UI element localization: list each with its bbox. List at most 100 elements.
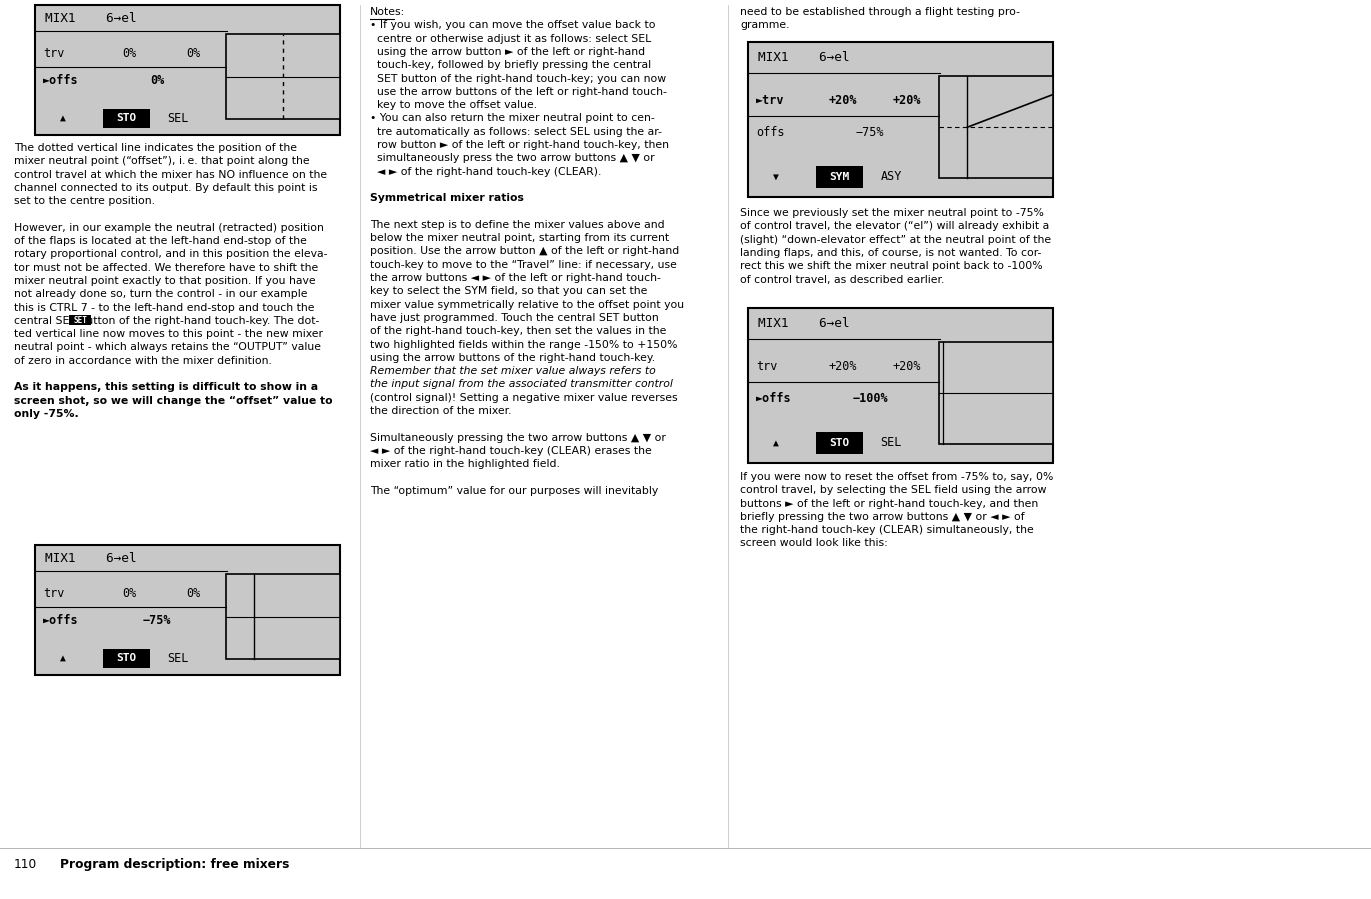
Text: briefly pressing the two arrow buttons ▲ ▼ or ◄ ► of: briefly pressing the two arrow buttons ▲… bbox=[740, 512, 1024, 522]
Text: need to be established through a flight testing pro-: need to be established through a flight … bbox=[740, 7, 1020, 17]
Text: key to select the SYM field, so that you can set the: key to select the SYM field, so that you… bbox=[370, 286, 647, 297]
Bar bbox=[226, 33, 340, 120]
Text: the direction of the mixer.: the direction of the mixer. bbox=[370, 406, 511, 416]
Text: the input signal from the associated transmitter control: the input signal from the associated tra… bbox=[370, 379, 673, 389]
Text: using the arrow buttons of the right-hand touch-key.: using the arrow buttons of the right-han… bbox=[370, 352, 655, 363]
Text: ►trv: ►trv bbox=[755, 93, 784, 107]
Text: SET: SET bbox=[73, 316, 86, 325]
Text: 0%: 0% bbox=[122, 48, 137, 60]
Text: 0%: 0% bbox=[149, 74, 165, 87]
Text: mixer neutral point exactly to that position. If you have: mixer neutral point exactly to that posi… bbox=[14, 276, 315, 286]
Text: central SET button of the right-hand touch-key. The dot-: central SET button of the right-hand tou… bbox=[14, 316, 319, 326]
Text: • You can also return the mixer neutral point to cen-: • You can also return the mixer neutral … bbox=[370, 113, 655, 123]
Text: ◄ ► of the right-hand touch-key (CLEAR).: ◄ ► of the right-hand touch-key (CLEAR). bbox=[370, 166, 602, 176]
Text: of the right-hand touch-key, then set the values in the: of the right-hand touch-key, then set th… bbox=[370, 326, 666, 336]
Text: STO: STO bbox=[117, 113, 137, 123]
Text: Since we previously set the mixer neutral point to -75%: Since we previously set the mixer neutra… bbox=[740, 208, 1043, 218]
Text: 0%: 0% bbox=[186, 48, 200, 60]
Text: have just programmed. Touch the central SET button: have just programmed. Touch the central … bbox=[370, 313, 658, 323]
Text: centre or otherwise adjust it as follows: select SEL: centre or otherwise adjust it as follows… bbox=[370, 33, 651, 43]
Text: SYM: SYM bbox=[829, 172, 850, 182]
Text: ▲: ▲ bbox=[59, 113, 66, 123]
Bar bbox=[226, 574, 340, 659]
Text: ▲: ▲ bbox=[772, 438, 779, 448]
Text: tor must not be affected. We therefore have to shift the: tor must not be affected. We therefore h… bbox=[14, 263, 318, 272]
Text: touch-key, followed by briefly pressing the central: touch-key, followed by briefly pressing … bbox=[370, 60, 651, 70]
Text: only -75%.: only -75%. bbox=[14, 409, 78, 419]
Text: position. Use the arrow button ▲ of the left or right-hand: position. Use the arrow button ▲ of the … bbox=[370, 246, 679, 256]
Bar bbox=[103, 649, 151, 668]
Text: The “optimum” value for our purposes will inevitably: The “optimum” value for our purposes wil… bbox=[370, 485, 658, 496]
Text: (slight) “down-elevator effect” at the neutral point of the: (slight) “down-elevator effect” at the n… bbox=[740, 235, 1052, 245]
Bar bbox=[749, 308, 1053, 463]
Text: 0%: 0% bbox=[122, 587, 137, 601]
Text: ►offs: ►offs bbox=[755, 392, 791, 405]
Text: +20%: +20% bbox=[893, 93, 921, 107]
Text: mixer value symmetrically relative to the offset point you: mixer value symmetrically relative to th… bbox=[370, 299, 684, 309]
Text: mixer neutral point (“offset”), i. e. that point along the: mixer neutral point (“offset”), i. e. th… bbox=[14, 156, 310, 166]
Text: control travel, by selecting the SEL field using the arrow: control travel, by selecting the SEL fie… bbox=[740, 485, 1046, 495]
Text: SEL: SEL bbox=[880, 436, 902, 450]
Text: rect this we shift the mixer neutral point back to -100%: rect this we shift the mixer neutral poi… bbox=[740, 262, 1042, 271]
Text: not already done so, turn the control - in our example: not already done so, turn the control - … bbox=[14, 289, 307, 299]
Text: −75%: −75% bbox=[856, 126, 884, 138]
Text: mixer ratio in the highlighted field.: mixer ratio in the highlighted field. bbox=[370, 459, 559, 469]
Text: If you were now to reset the offset from -75% to, say, 0%: If you were now to reset the offset from… bbox=[740, 472, 1053, 482]
Text: trv: trv bbox=[43, 48, 64, 60]
Bar bbox=[69, 316, 90, 325]
Text: screen would look like this:: screen would look like this: bbox=[740, 539, 888, 548]
Text: ASY: ASY bbox=[880, 170, 902, 183]
Text: touch-key to move to the “Travel” line: if necessary, use: touch-key to move to the “Travel” line: … bbox=[370, 260, 677, 270]
Text: MIX1    6→el: MIX1 6→el bbox=[758, 317, 850, 330]
Text: ▼: ▼ bbox=[772, 172, 779, 182]
Text: trv: trv bbox=[755, 360, 777, 372]
Text: ◄ ► of the right-hand touch-key (CLEAR) erases the: ◄ ► of the right-hand touch-key (CLEAR) … bbox=[370, 446, 651, 456]
Bar bbox=[939, 343, 1053, 444]
Text: Program description: free mixers: Program description: free mixers bbox=[60, 858, 289, 871]
Text: STO: STO bbox=[117, 653, 137, 663]
Text: this is CTRL 7 - to the left-hand end-stop and touch the: this is CTRL 7 - to the left-hand end-st… bbox=[14, 303, 314, 313]
Text: rotary proportional control, and in this position the eleva-: rotary proportional control, and in this… bbox=[14, 249, 328, 260]
Text: However, in our example the neutral (retracted) position: However, in our example the neutral (ret… bbox=[14, 223, 324, 233]
Text: screen shot, so we will change the “offset” value to: screen shot, so we will change the “offs… bbox=[14, 396, 333, 405]
Text: of the flaps is located at the left-hand end-stop of the: of the flaps is located at the left-hand… bbox=[14, 236, 307, 246]
Bar bbox=[816, 432, 864, 454]
Text: buttons ► of the left or right-hand touch-key, and then: buttons ► of the left or right-hand touc… bbox=[740, 499, 1038, 509]
Text: Simultaneously pressing the two arrow buttons ▲ ▼ or: Simultaneously pressing the two arrow bu… bbox=[370, 432, 666, 442]
Text: 0%: 0% bbox=[186, 587, 200, 601]
Text: gramme.: gramme. bbox=[740, 21, 790, 31]
Text: As it happens, this setting is difficult to show in a: As it happens, this setting is difficult… bbox=[14, 382, 318, 392]
Text: ted vertical line now moves to this point - the new mixer: ted vertical line now moves to this poin… bbox=[14, 329, 324, 339]
Text: tre automatically as follows: select SEL using the ar-: tre automatically as follows: select SEL… bbox=[370, 127, 662, 137]
Text: (control signal)! Setting a negative mixer value reverses: (control signal)! Setting a negative mix… bbox=[370, 393, 677, 403]
Text: Notes:: Notes: bbox=[370, 7, 406, 17]
Bar bbox=[103, 109, 151, 128]
Text: MIX1    6→el: MIX1 6→el bbox=[758, 51, 850, 64]
Text: ►offs: ►offs bbox=[43, 614, 78, 628]
Text: trv: trv bbox=[43, 587, 64, 601]
Text: 110: 110 bbox=[14, 858, 37, 871]
Text: below the mixer neutral point, starting from its current: below the mixer neutral point, starting … bbox=[370, 233, 669, 243]
Text: offs: offs bbox=[755, 126, 784, 138]
Text: STO: STO bbox=[829, 438, 850, 448]
Text: of control travel, as described earlier.: of control travel, as described earlier. bbox=[740, 274, 945, 284]
Text: control travel at which the mixer has NO influence on the: control travel at which the mixer has NO… bbox=[14, 170, 328, 180]
Text: ▲: ▲ bbox=[59, 653, 66, 663]
Text: of zero in accordance with the mixer definition.: of zero in accordance with the mixer def… bbox=[14, 356, 271, 366]
Text: the arrow buttons ◄ ► of the left or right-hand touch-: the arrow buttons ◄ ► of the left or rig… bbox=[370, 273, 661, 283]
Text: the right-hand touch-key (CLEAR) simultaneously, the: the right-hand touch-key (CLEAR) simulta… bbox=[740, 525, 1034, 535]
Text: −100%: −100% bbox=[853, 392, 888, 405]
Text: +20%: +20% bbox=[828, 360, 857, 372]
Text: channel connected to its output. By default this point is: channel connected to its output. By defa… bbox=[14, 182, 318, 193]
Text: MIX1    6→el: MIX1 6→el bbox=[45, 551, 137, 565]
Bar bbox=[939, 76, 1053, 178]
Text: key to move the offset value.: key to move the offset value. bbox=[370, 100, 537, 110]
Bar bbox=[36, 5, 340, 135]
Text: +20%: +20% bbox=[893, 360, 921, 372]
Bar bbox=[36, 545, 340, 675]
Bar bbox=[816, 165, 864, 188]
Text: Symmetrical mixer ratios: Symmetrical mixer ratios bbox=[370, 193, 524, 203]
Bar bbox=[749, 42, 1053, 197]
Text: SEL: SEL bbox=[167, 111, 189, 125]
Text: ►offs: ►offs bbox=[43, 74, 78, 87]
